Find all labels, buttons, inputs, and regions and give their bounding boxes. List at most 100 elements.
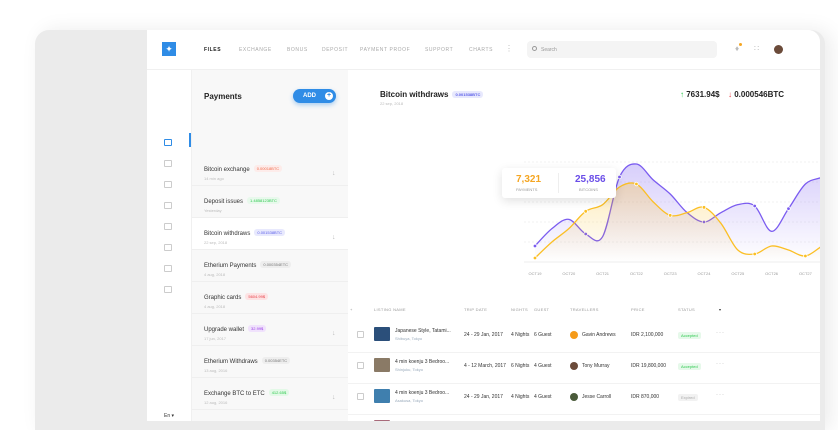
arrow-down-icon[interactable]: ↓ bbox=[332, 330, 336, 337]
x-tick-label: OCT26 bbox=[765, 271, 779, 276]
payment-date: 14 min ago bbox=[204, 176, 224, 181]
listing-name[interactable]: 4 min koenju 3 Bedroo... bbox=[395, 390, 450, 396]
user-avatar[interactable] bbox=[774, 45, 783, 54]
payment-item[interactable]: Etherium Payments 0.000354ETC 4 aug, 2018 bbox=[192, 250, 348, 282]
payment-item[interactable]: Upgrade wallet 32.99$ 17 jun, 2017 ↓ bbox=[192, 314, 348, 346]
payment-item[interactable]: Exchange BTC to ETC 412.65$ 12 aug, 2016 … bbox=[192, 378, 348, 410]
trip-date: 24 - 29 Jan, 2017 bbox=[464, 394, 503, 400]
payment-name: Deposit issues bbox=[204, 199, 244, 205]
column-header[interactable]: PRICE bbox=[631, 307, 645, 312]
search-input[interactable]: Search bbox=[527, 41, 717, 58]
payment-name: Bitcoin withdraws bbox=[204, 231, 251, 237]
logo-icon[interactable]: ✦ bbox=[162, 42, 176, 56]
apps-grid-icon[interactable]: ∷ bbox=[754, 44, 760, 53]
inbox-icon[interactable] bbox=[164, 223, 172, 230]
column-header[interactable]: + bbox=[350, 307, 353, 312]
chart-date: 22 sep, 2018 bbox=[380, 101, 404, 106]
plus-icon: + bbox=[325, 92, 333, 100]
column-header[interactable]: LISTING NAME bbox=[374, 307, 406, 312]
listing-name[interactable]: 4 min koenju 3 Bedroo... bbox=[395, 359, 450, 365]
series-area bbox=[535, 182, 820, 262]
nav-item-bonus[interactable]: BONUS bbox=[287, 47, 308, 53]
data-point bbox=[583, 209, 588, 214]
active-indicator bbox=[189, 133, 191, 147]
send-icon[interactable] bbox=[164, 202, 172, 209]
price: IDR 2,100,000 bbox=[631, 332, 664, 338]
x-tick-label: OCT23 bbox=[664, 271, 678, 276]
arrow-down-icon[interactable]: ↓ bbox=[332, 394, 336, 401]
payment-item[interactable]: Change plans32.99$ 17 jun, 2017 bbox=[192, 410, 348, 421]
tray-icon[interactable] bbox=[164, 286, 172, 293]
nights: 6 Nights bbox=[511, 363, 530, 369]
withdraws-chart: 80K60K40K25K10KOCT19OCT20OCT21OCT22OCT23… bbox=[524, 161, 820, 276]
row-checkbox[interactable] bbox=[357, 393, 364, 400]
table-row[interactable]: Japanese Style, Tatami... Kyoto 2 - 3 Ju… bbox=[348, 415, 820, 421]
nav-item-exchange[interactable]: EXCHANGE bbox=[239, 47, 272, 53]
chat-icon[interactable] bbox=[164, 265, 172, 272]
payment-item[interactable]: Etherium Withdraws 0.00354ETC 13 aug, 201… bbox=[192, 346, 348, 378]
more-options-icon[interactable]: ··· bbox=[716, 330, 725, 336]
listing-location: Shibuya, Tokyo bbox=[395, 336, 423, 341]
calendar-icon[interactable] bbox=[164, 160, 172, 167]
column-header[interactable]: TRAVELLERS bbox=[570, 307, 599, 312]
table-row[interactable]: 4 min koenju 3 Bedroo... Shinjuku, Tokyo… bbox=[348, 353, 820, 384]
nights: 4 Nights bbox=[511, 332, 530, 338]
column-header[interactable]: TRIP DATE bbox=[464, 307, 488, 312]
nav-item-charts[interactable]: CHARTS bbox=[469, 47, 494, 53]
arrow-down-icon[interactable]: ↓ bbox=[332, 170, 336, 177]
row-checkbox[interactable] bbox=[357, 362, 364, 369]
trip-date: 24 - 29 Jan, 2017 bbox=[464, 332, 503, 338]
nav-item-support[interactable]: SUPPORT bbox=[425, 47, 454, 53]
payment-item[interactable]: Graphic cards 5604.99$ 4 aug, 2018 bbox=[192, 282, 348, 314]
listing-thumbnail bbox=[374, 358, 390, 372]
price: IDR 19,800,000 bbox=[631, 363, 667, 369]
payment-item[interactable]: Bitcoin withdraws 0.001538BTC 22 sep, 201… bbox=[192, 218, 348, 250]
nav-item-payment-proof[interactable]: PAYMENT PROOF bbox=[360, 47, 411, 53]
more-options-icon[interactable]: ··· bbox=[716, 361, 725, 367]
column-settings-icon[interactable]: ▾ bbox=[719, 307, 722, 312]
more-options-icon[interactable]: ··· bbox=[716, 392, 725, 398]
stat-down: ↓ 0.000546BTC bbox=[728, 90, 785, 99]
payment-item[interactable]: Bitcoin exchange 0.00018BTC 14 min ago ↓ bbox=[192, 154, 348, 186]
listing-name[interactable]: Japanese Style, Tatami... bbox=[395, 328, 451, 334]
payment-badge: 0.001538BTC bbox=[254, 229, 286, 236]
traveller-avatar bbox=[570, 331, 578, 339]
data-point bbox=[752, 203, 757, 209]
column-header[interactable]: GUEST bbox=[534, 307, 550, 312]
row-checkbox[interactable] bbox=[357, 331, 364, 338]
guest: 4 Guest bbox=[534, 394, 552, 400]
bell-icon[interactable] bbox=[164, 181, 172, 188]
nav-item-files[interactable]: FILES bbox=[204, 47, 222, 53]
bell-icon[interactable]: ♦ bbox=[735, 43, 742, 53]
series-line bbox=[534, 182, 820, 259]
stat-up: ↑ 7631.94$ bbox=[680, 90, 720, 99]
x-tick-label: OCT25 bbox=[731, 271, 745, 276]
payments-value: 7,321 bbox=[516, 174, 542, 185]
traveller-avatar bbox=[570, 362, 578, 370]
add-button[interactable]: ADD + bbox=[293, 89, 336, 103]
column-header[interactable]: NIGHTS bbox=[511, 307, 528, 312]
icon-sidebar: En ▾ bbox=[147, 70, 192, 421]
payment-date: 12 aug, 2016 bbox=[204, 400, 228, 405]
payment-name: Upgrade wallet bbox=[204, 327, 245, 333]
language-select[interactable]: En ▾ bbox=[164, 413, 175, 419]
table-row[interactable]: Japanese Style, Tatami... Shibuya, Tokyo… bbox=[348, 322, 820, 353]
more-icon[interactable]: ⋮ bbox=[505, 44, 513, 53]
nav-item-deposit[interactable]: DEPOSIT bbox=[322, 47, 349, 53]
traveller-avatar bbox=[570, 393, 578, 401]
bitcoins-label: BITCOINS bbox=[579, 187, 598, 192]
table-row[interactable]: 4 min koenju 3 Bedroo... Asakusa, Tokyo … bbox=[348, 384, 820, 415]
payment-name: Etherium Payments bbox=[204, 263, 257, 269]
price: IDR 870,000 bbox=[631, 394, 660, 400]
data-point bbox=[634, 181, 639, 187]
file-icon[interactable] bbox=[164, 244, 172, 251]
chart-title: Bitcoin withdraws 0.001538BTC bbox=[380, 90, 484, 99]
payment-item[interactable]: Deposit issues 1.4858123BTC Yesterday bbox=[192, 186, 348, 218]
traveller-name: Gavin Andrews bbox=[582, 332, 616, 338]
top-nav: ✦ FILES EXCHANGE BONUS DEPOSIT PAYMENT PROOF… bbox=[147, 30, 820, 70]
column-header[interactable]: STATUS bbox=[678, 307, 695, 312]
mail-icon[interactable] bbox=[164, 139, 172, 146]
guest: 4 Guest bbox=[534, 363, 552, 369]
payments-title: Payments bbox=[204, 92, 242, 101]
arrow-down-icon[interactable]: ↓ bbox=[332, 234, 336, 241]
